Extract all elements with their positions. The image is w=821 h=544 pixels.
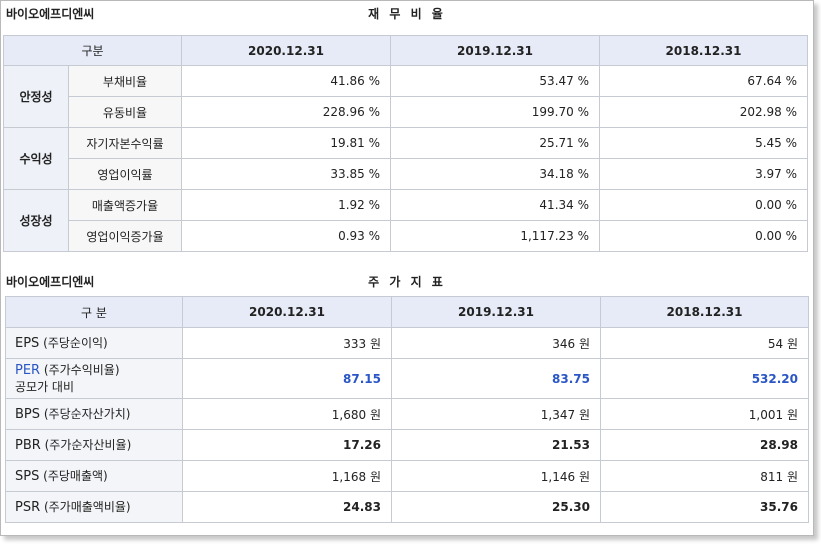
table-cell: 17.26 <box>182 429 392 461</box>
table-cell: 0.93 % <box>181 220 391 252</box>
table-row: 성장성 매출액증가율 1.92 % 41.34 % 0.00 % <box>3 189 808 252</box>
table-row: 유동비율 228.96 % 199.70 % 202.98 % <box>4 96 808 128</box>
table-row: PBR (주가순자산비율) 17.26 21.53 28.98 <box>5 429 809 461</box>
table-cell: 1.92 % <box>181 189 391 221</box>
table-cell: 202.98 % <box>599 96 808 128</box>
indicator-code: EPS <box>15 335 40 351</box>
table-cell: 5.45 % <box>599 127 808 159</box>
table-cell: 83.75 <box>391 358 601 399</box>
indicator-sub-label: 공모가 대비 <box>15 380 75 394</box>
table-cell: 228.96 % <box>181 96 391 128</box>
indicator-desc: (주당순자산가치) <box>43 406 131 421</box>
stock-section-header: 바이오에프디엔씨 주 가 지 표 <box>1 269 813 291</box>
row-label: EPS (주당순이익) <box>5 327 183 359</box>
row-label: BPS (주당순자산가치) <box>5 398 183 430</box>
column-header: 2020.12.31 <box>181 35 391 66</box>
table-header-row: 구분 2020.12.31 2019.12.31 2018.12.31 <box>3 35 808 66</box>
report-frame: 바이오에프디엔씨 재 무 비 율 구분 2020.12.31 2019.12.3… <box>0 0 814 536</box>
row-label: 부채비율 <box>68 65 182 97</box>
row-label: 영업이익률 <box>68 158 182 190</box>
group-label: 수익성 <box>3 127 69 190</box>
stock-indicator-table: 구 분 2020.12.31 2019.12.31 2018.12.31 EPS… <box>5 296 809 523</box>
column-header: 구 분 <box>5 296 183 328</box>
table-cell: 21.53 <box>391 429 601 461</box>
indicator-code: PSR <box>15 499 41 515</box>
financial-section-header: 바이오에프디엔씨 재 무 비 율 <box>1 1 813 23</box>
indicator-code: PBR <box>15 437 41 453</box>
indicator-desc: (주당순이익) <box>43 335 108 350</box>
company-name: 바이오에프디엔씨 <box>6 275 95 289</box>
indicator-code: SPS <box>15 468 40 484</box>
table-cell: 24.83 <box>182 491 392 523</box>
column-header: 2018.12.31 <box>599 35 808 66</box>
table-cell: 0.00 % <box>599 189 808 221</box>
table-row: PSR (주가매출액비율) 24.83 25.30 35.76 <box>5 491 809 523</box>
table-cell: 25.30 <box>391 491 601 523</box>
table-cell: 53.47 % <box>390 65 600 97</box>
table-cell: 33.85 % <box>181 158 391 190</box>
financial-ratio-table: 구분 2020.12.31 2019.12.31 2018.12.31 안정성 … <box>3 35 808 252</box>
table-header-row: 구 분 2020.12.31 2019.12.31 2018.12.31 <box>5 296 809 328</box>
table-row: PER (주가수익비율) 공모가 대비 87.15 83.75 532.20 <box>5 358 809 399</box>
table-cell: 333 원 <box>182 327 392 359</box>
indicator-code: BPS <box>15 406 41 422</box>
table-cell: 87.15 <box>182 358 392 399</box>
table-cell: 1,001 원 <box>600 398 809 430</box>
table-row: 수익성 자기자본수익률 19.81 % 25.71 % 5.45 % <box>3 127 808 190</box>
indicator-desc: (주가수익비율) <box>43 363 120 377</box>
group-label: 성장성 <box>3 189 69 252</box>
table-cell: 41.86 % <box>181 65 391 97</box>
table-cell: 1,680 원 <box>182 398 392 430</box>
indicator-desc: (주당매출액) <box>43 468 108 483</box>
table-row: 안정성 부채비율 41.86 % 53.47 % 67.64 % <box>3 65 808 128</box>
table-cell: 811 원 <box>600 460 809 492</box>
table-cell: 1,117.23 % <box>390 220 600 252</box>
column-header: 2020.12.31 <box>182 296 392 328</box>
table-cell: 1,347 원 <box>391 398 601 430</box>
column-header: 2018.12.31 <box>600 296 809 328</box>
table-cell: 1,168 원 <box>182 460 392 492</box>
table-cell: 67.64 % <box>599 65 808 97</box>
column-header: 2019.12.31 <box>391 296 601 328</box>
table-cell: 35.76 <box>600 491 809 523</box>
table-row: EPS (주당순이익) 333 원 346 원 54 원 <box>5 327 809 359</box>
indicator-desc: (주가매출액비율) <box>43 499 131 514</box>
financial-section-title: 재 무 비 율 <box>368 7 446 21</box>
column-header: 구분 <box>3 35 182 66</box>
table-cell: 0.00 % <box>599 220 808 252</box>
table-row: BPS (주당순자산가치) 1,680 원 1,347 원 1,001 원 <box>5 398 809 430</box>
row-label: PER (주가수익비율) 공모가 대비 <box>5 358 183 399</box>
row-label: 매출액증가율 <box>68 189 182 221</box>
table-row: SPS (주당매출액) 1,168 원 1,146 원 811 원 <box>5 460 809 492</box>
indicator-desc: (주가순자산비율) <box>44 437 132 452</box>
stock-section-title: 주 가 지 표 <box>368 275 446 289</box>
table-cell: 25.71 % <box>390 127 600 159</box>
indicator-code: PER <box>15 363 41 378</box>
group-label: 안정성 <box>3 65 69 128</box>
row-label: PBR (주가순자산비율) <box>5 429 183 461</box>
row-label: 자기자본수익률 <box>68 127 182 159</box>
column-header: 2019.12.31 <box>390 35 600 66</box>
company-name: 바이오에프디엔씨 <box>6 7 95 21</box>
table-cell: 41.34 % <box>390 189 600 221</box>
table-cell: 19.81 % <box>181 127 391 159</box>
table-cell: 28.98 <box>600 429 809 461</box>
row-label: PSR (주가매출액비율) <box>5 491 183 523</box>
table-cell: 54 원 <box>600 327 809 359</box>
table-row: 영업이익률 33.85 % 34.18 % 3.97 % <box>4 158 808 190</box>
table-cell: 199.70 % <box>390 96 600 128</box>
table-cell: 1,146 원 <box>391 460 601 492</box>
table-cell: 532.20 <box>600 358 809 399</box>
table-cell: 346 원 <box>391 327 601 359</box>
row-label: SPS (주당매출액) <box>5 460 183 492</box>
row-label: 유동비율 <box>68 96 182 128</box>
table-cell: 34.18 % <box>390 158 600 190</box>
table-row: 영업이익증가율 0.93 % 1,117.23 % 0.00 % <box>4 220 808 252</box>
row-label: 영업이익증가율 <box>68 220 182 252</box>
table-cell: 3.97 % <box>599 158 808 190</box>
